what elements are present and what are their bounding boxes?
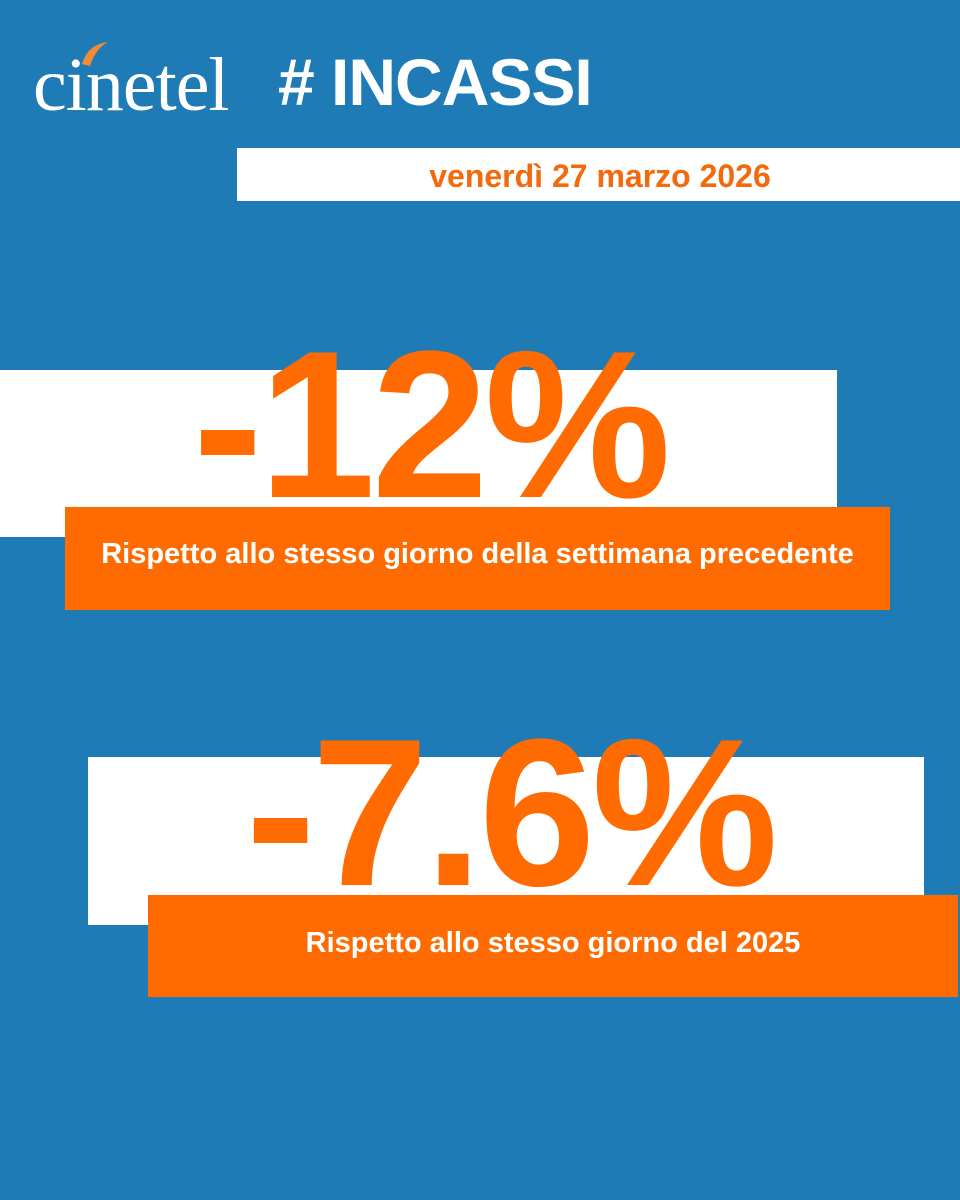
logo-swoosh — [82, 42, 108, 66]
date-bar — [237, 148, 960, 201]
stat-value: -12% — [192, 307, 671, 542]
stat-value: -7.6% — [245, 695, 779, 930]
date: venerdì 27 marzo 2026 — [429, 158, 771, 194]
title: # INCASSI — [278, 45, 593, 119]
stat-caption-bar — [148, 895, 958, 997]
stat-caption-bar — [65, 507, 890, 610]
logo: cinetel — [33, 43, 230, 127]
stat-caption: Rispetto allo stesso giorno della settim… — [101, 538, 854, 570]
stat-caption: Rispetto allo stesso giorno del 2025 — [305, 927, 801, 959]
